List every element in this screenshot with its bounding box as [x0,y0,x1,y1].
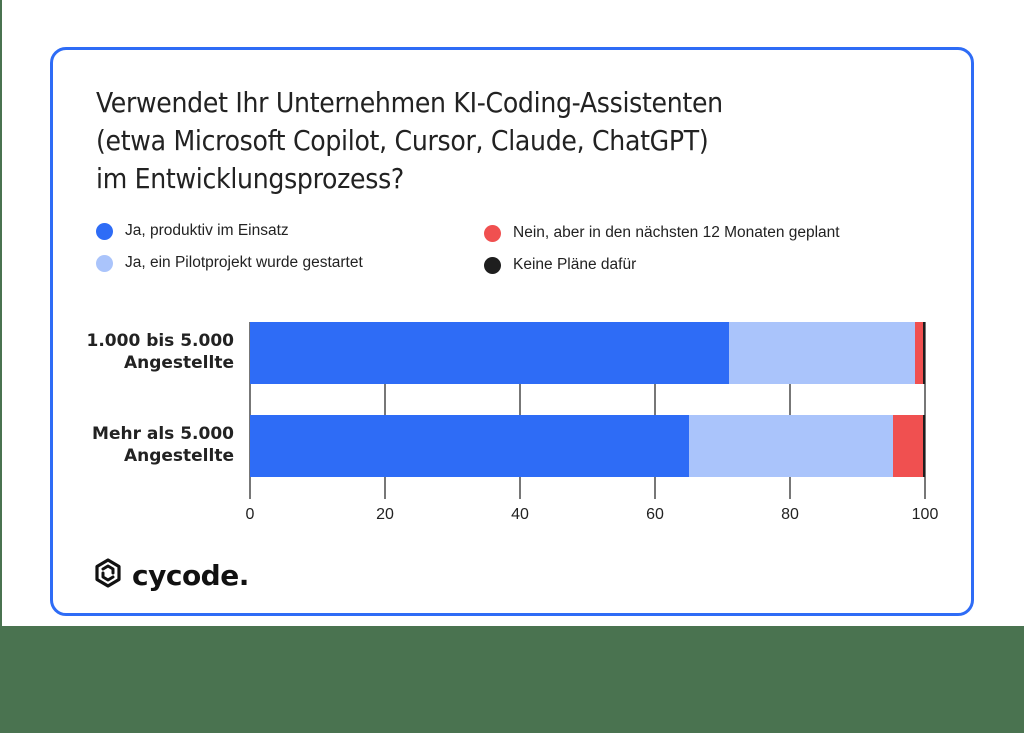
bar-segment [893,415,923,477]
category-label-line: Angestellte [123,446,234,466]
bar-segment [250,415,689,477]
bar-row [250,415,925,477]
x-tick-label: 100 [911,506,939,523]
title-line-3: im Entwicklungsprozess? [96,162,404,195]
category-label-line: 1.000 bis 5.000 [86,331,235,351]
x-tick-label: 20 [376,506,394,523]
x-tick-label: 80 [781,506,799,523]
category-label-line: Angestellte [123,353,234,373]
legend-item-no-plans: Keine Pläne dafür [484,256,636,274]
cycode-logo-text: cycode. [132,558,249,592]
legend-item-planned: Nein, aber in den nächsten 12 Monaten ge… [484,224,840,242]
legend-item-productive: Ja, produktiv im Einsatz [96,222,289,240]
category-label-line: Mehr als 5.000 [92,424,234,444]
x-tick-label: 40 [511,506,529,523]
gridline-80 [789,322,791,499]
legend-item-pilot: Ja, ein Pilotprojekt wurde gestartet [96,254,363,272]
x-tick-label: 0 [245,506,255,523]
bar-segment [729,322,915,384]
x-tick-label: 60 [646,506,664,523]
category-label-1000-5000: 1.000 bis 5.000 Angestellte [87,330,235,374]
legend-label: Ja, ein Pilotprojekt wurde gestartet [125,254,363,271]
title-line-1: Verwendet Ihr Unternehmen KI-Coding-Assi… [96,86,723,119]
legend-label: Ja, produktiv im Einsatz [125,222,289,239]
cycode-logo-icon [94,558,122,592]
gridline-100 [924,322,926,499]
gridline-40 [519,322,521,499]
legend-label: Keine Pläne dafür [513,256,637,273]
bar-segment [922,322,925,384]
legend-dot-icon [96,222,113,240]
bar-segment [914,322,923,384]
legend-label: Nein, aber in den nächsten 12 Monaten ge… [513,224,840,241]
gridline-60 [654,322,656,499]
gridline-0 [249,322,251,499]
legend-dot-icon [96,254,113,272]
bar-segment [250,322,730,384]
title-line-2: (etwa Microsoft Copilot, Cursor, Claude,… [96,124,709,157]
cycode-logo: cycode. [94,558,249,592]
bar-row [250,322,925,384]
chart-title: Verwendet Ihr Unternehmen KI-Coding-Assi… [96,84,936,198]
legend-dot-icon [484,224,501,242]
legend-dot-icon [484,256,501,274]
category-label-over-5000: Mehr als 5.000 Angestellte [92,423,234,467]
gridline-20 [384,322,386,499]
bar-segment [922,415,925,477]
bar-segment [688,415,894,477]
